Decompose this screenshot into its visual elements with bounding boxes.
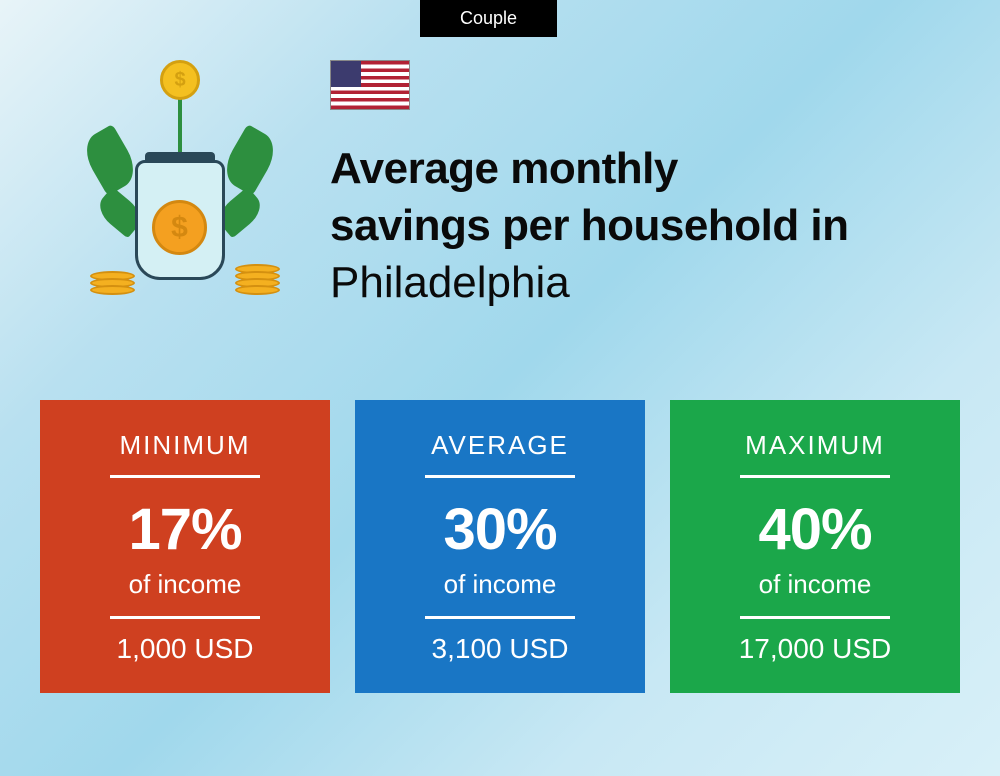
card-amount: 3,100 USD xyxy=(375,619,625,665)
stats-cards-row: MINIMUM 17% of income 1,000 USD AVERAGE … xyxy=(40,400,960,693)
coin-stack-icon xyxy=(90,274,135,295)
card-label: MINIMUM xyxy=(60,430,310,475)
card-percent: 17% xyxy=(60,478,310,569)
card-subtext: of income xyxy=(60,569,310,616)
tab-label: Couple xyxy=(460,8,517,28)
card-label: AVERAGE xyxy=(375,430,625,475)
card-amount: 1,000 USD xyxy=(60,619,310,665)
category-tab[interactable]: Couple xyxy=(420,0,557,37)
card-amount: 17,000 USD xyxy=(690,619,940,665)
title-city: Philadelphia xyxy=(330,254,950,311)
card-label: MAXIMUM xyxy=(690,430,940,475)
coin-top-icon: $ xyxy=(160,60,200,100)
title-line-1: Average monthly xyxy=(330,140,950,197)
dollar-coin-icon: $ xyxy=(152,200,207,255)
card-subtext: of income xyxy=(690,569,940,616)
card-maximum: MAXIMUM 40% of income 17,000 USD xyxy=(670,400,960,693)
title-line-2: savings per household in xyxy=(330,197,950,254)
card-subtext: of income xyxy=(375,569,625,616)
coin-stack-icon xyxy=(235,267,280,295)
card-minimum: MINIMUM 17% of income 1,000 USD xyxy=(40,400,330,693)
card-average: AVERAGE 30% of income 3,100 USD xyxy=(355,400,645,693)
flag-canton xyxy=(331,61,361,87)
us-flag-icon xyxy=(330,60,410,110)
card-percent: 40% xyxy=(690,478,940,569)
leaf-icon xyxy=(218,124,283,196)
leaf-icon xyxy=(78,124,143,196)
page-title: Average monthly savings per household in… xyxy=(330,140,950,312)
savings-illustration: $ $ xyxy=(70,70,290,310)
card-percent: 30% xyxy=(375,478,625,569)
